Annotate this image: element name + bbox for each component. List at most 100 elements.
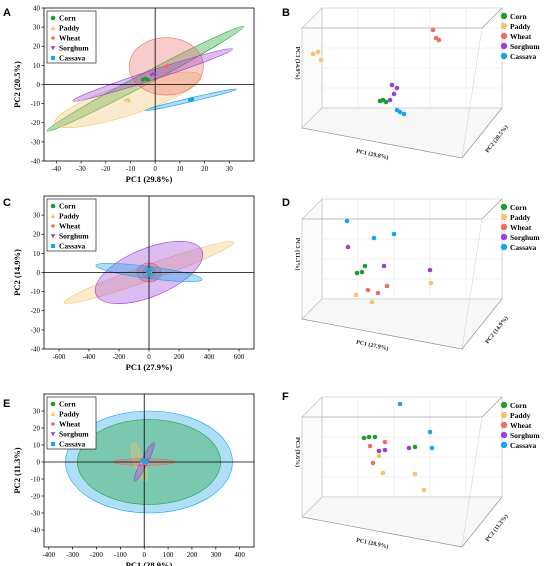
point-sorghum [406, 445, 412, 451]
floor [301, 496, 503, 548]
legend-marker-sorghum [50, 234, 56, 239]
point-wheat [164, 65, 169, 70]
point-paddy [428, 280, 434, 286]
point-cassava [371, 235, 377, 241]
legend-marker-paddy [500, 411, 508, 419]
point-corn [366, 434, 372, 440]
legend-label-wheat: Wheat [59, 420, 81, 429]
box-edge [461, 218, 483, 350]
panel-label-f: F [282, 391, 289, 403]
x-axis-label: PC1 (29.8%) [355, 148, 389, 162]
x-axis-label: PC1 (27.9%) [355, 339, 389, 353]
legend-marker-wheat [500, 32, 508, 40]
legend-marker-corn [50, 15, 56, 21]
legend-marker-corn [500, 12, 508, 20]
box-edge [461, 107, 503, 159]
plot-area [44, 394, 254, 547]
x-axis-label: PC1 (28.9%) [126, 560, 173, 566]
point-cassava [147, 272, 152, 277]
legend-marker-sorghum [500, 42, 508, 50]
x-tick-label: -200 [90, 551, 103, 559]
panel-label-a: A [3, 7, 11, 19]
legend-label-cassava: Cassava [59, 242, 86, 251]
x-tick-label: -400 [83, 353, 96, 361]
x-tick-label: -400 [42, 551, 55, 559]
floor [301, 298, 503, 350]
x-tick-label: 20 [201, 165, 209, 173]
x-tick-label: 30 [226, 165, 234, 173]
point-wheat [370, 460, 376, 466]
x-tick-label: -100 [114, 551, 127, 559]
y-tick-label: 0 [37, 81, 41, 89]
legend-label-corn: Corn [510, 12, 527, 21]
panel-c: -600 -400 -200 0 200 400 600 -40 -30 -20 -10 0 10 20 3… [12, 195, 255, 372]
y-tick-label: 30 [33, 24, 41, 32]
point-cassava [427, 429, 433, 435]
y-axis-label: PC2 (20.5%) [12, 61, 22, 108]
legend-label-sorghum: Sorghum [510, 42, 540, 51]
z-axis-label: PC3 (11.3%) [294, 238, 301, 271]
y-tick-label: 10 [33, 62, 41, 70]
box-edge [461, 27, 483, 159]
point-cassava [344, 218, 350, 224]
y-tick-label: -30 [31, 509, 41, 517]
plot-area [44, 196, 254, 349]
legend-marker-cassava [500, 52, 508, 60]
floor [301, 107, 503, 159]
legend-label-cassava: Cassava [59, 440, 86, 449]
y-tick-label: -20 [31, 119, 41, 127]
legend-marker-corn [50, 203, 56, 209]
x-tick-label: 0 [142, 551, 146, 559]
point-sorghum [381, 263, 387, 269]
point-cassava [190, 97, 195, 101]
legend-marker-corn [500, 203, 508, 211]
y-tick-label: -20 [31, 307, 41, 315]
x-tick-label: 10 [176, 165, 184, 173]
z-axis-label: PC3 (14.9%) [294, 47, 301, 80]
y-axis-label: PC2 (11.3%) [12, 447, 22, 493]
point-wheat [384, 283, 390, 289]
y-axis-label: PC2 (20.5%) [484, 124, 510, 154]
legend-marker-sorghum [500, 233, 508, 241]
legend-label-paddy: Paddy [59, 24, 80, 33]
panel-label-d: D [282, 197, 290, 209]
legend-label-sorghum: Sorghum [59, 232, 89, 241]
panel-e: -400 -300 -200 -100 0 100 200 300 400-40-30-20-1… [12, 393, 255, 566]
y-tick-label: -40 [31, 157, 41, 165]
box-edge [461, 298, 503, 350]
legend-label-cassava: Cassava [59, 54, 86, 63]
point-paddy [412, 471, 418, 477]
box-edge [461, 496, 503, 548]
legend-label-paddy: Paddy [59, 212, 80, 221]
legend-marker-paddy [500, 213, 508, 221]
point-wheat [430, 27, 436, 33]
x-tick-label: -600 [53, 353, 66, 361]
legend-label-corn: Corn [59, 202, 76, 211]
point-cassava [401, 111, 407, 117]
x-tick-label: -300 [66, 551, 79, 559]
legend-label-corn: Corn [510, 203, 527, 212]
y-tick-label: -10 [31, 475, 41, 483]
y-tick-label: 20 [33, 43, 41, 51]
legend-label-paddy: Paddy [510, 22, 531, 31]
legend-label-cassava: Cassava [510, 243, 537, 252]
point-corn [145, 77, 150, 82]
point-corn [377, 98, 383, 104]
legend-marker-cassava [500, 441, 508, 449]
point-cassava [397, 109, 403, 115]
y-tick-label: 10 [33, 441, 41, 449]
point-corn [359, 269, 365, 275]
legend-marker-paddy [50, 411, 56, 416]
x-tick-label: -20 [101, 165, 111, 173]
legend-box [46, 198, 97, 252]
legend-marker-wheat [50, 223, 56, 229]
legend-marker-wheat [500, 223, 508, 231]
point-sorghum [345, 244, 351, 250]
legend-label-sorghum: Sorghum [59, 44, 89, 53]
legend-marker-paddy [50, 25, 56, 30]
side-wall [301, 7, 323, 129]
x-tick-label: 200 [174, 353, 185, 361]
point-wheat [382, 439, 388, 445]
side-wall [301, 198, 323, 320]
